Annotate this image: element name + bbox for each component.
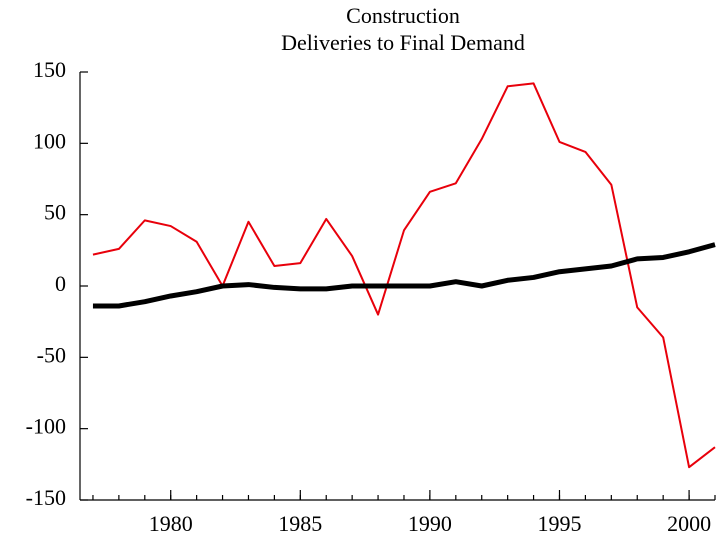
y-tick-label: 50 (44, 200, 66, 225)
series-line (92, 82, 716, 469)
x-tick-label: 1990 (408, 511, 452, 536)
y-tick-label: 0 (55, 271, 66, 296)
y-tick-label: -100 (26, 414, 66, 439)
y-tick-label: -150 (26, 485, 66, 510)
chart-subtitle: Deliveries to Final Demand (281, 30, 525, 55)
x-tick-label: 1985 (278, 511, 322, 536)
chart-title: Construction (346, 3, 460, 28)
y-tick-label: -50 (37, 342, 66, 367)
x-tick-label: 2000 (667, 511, 711, 536)
y-tick-label: 150 (33, 57, 66, 82)
x-tick-label: 1980 (149, 511, 193, 536)
x-tick-label: 1995 (537, 511, 581, 536)
series-line (92, 242, 716, 309)
y-tick-label: 100 (33, 128, 66, 153)
